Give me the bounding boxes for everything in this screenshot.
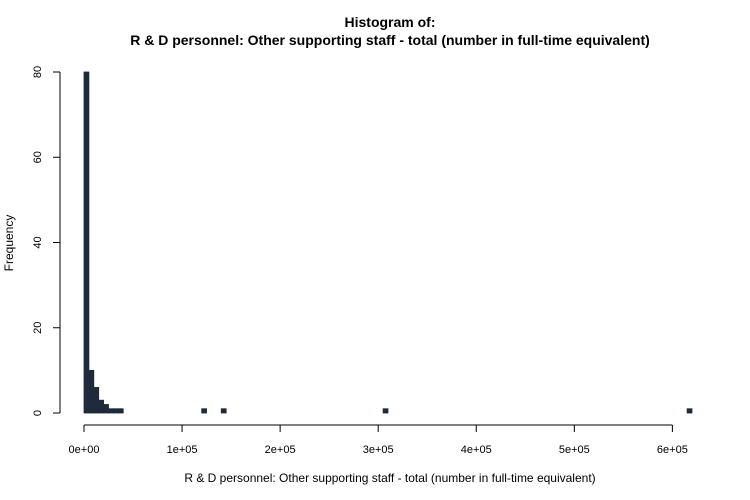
y-tick-label: 40 [32,236,44,248]
histogram-bar [88,369,95,414]
histogram-bar [220,408,227,414]
x-axis: 0e+00 1e+05 2e+05 3e+05 4e+05 5e+05 6e+05 [69,424,688,456]
x-tick-label: 1e+05 [167,444,198,456]
x-tick-label: 0e+00 [69,444,100,456]
histogram-bar [98,399,105,414]
y-tick-label: 80 [32,66,44,78]
chart-subtitle: R & D personnel: Other supporting staff … [130,32,650,48]
x-tick-label: 3e+05 [363,444,394,456]
y-tick-label: 0 [32,410,44,416]
histogram-bar [686,408,693,414]
x-tick-label: 4e+05 [461,444,492,456]
histogram-bar [117,408,124,414]
histogram-bar [382,408,389,414]
histogram-bar [113,408,119,414]
chart-title: Histogram of: [345,14,436,30]
x-tick-label: 5e+05 [559,444,590,456]
bars-group [83,71,693,414]
y-tick-label: 20 [32,322,44,334]
x-axis-label: R & D personnel: Other supporting staff … [184,471,595,485]
y-axis-label: Frequency [2,215,16,272]
histogram-bar [83,71,90,414]
histogram-bar [103,404,109,414]
histogram-bar [201,408,207,414]
histogram-bar [108,408,114,414]
histogram-bar [93,387,100,414]
y-tick-label: 60 [32,151,44,163]
x-tick-label: 2e+05 [265,444,296,456]
y-axis: 0 20 40 60 80 [32,66,61,416]
x-tick-label: 6e+05 [657,444,688,456]
